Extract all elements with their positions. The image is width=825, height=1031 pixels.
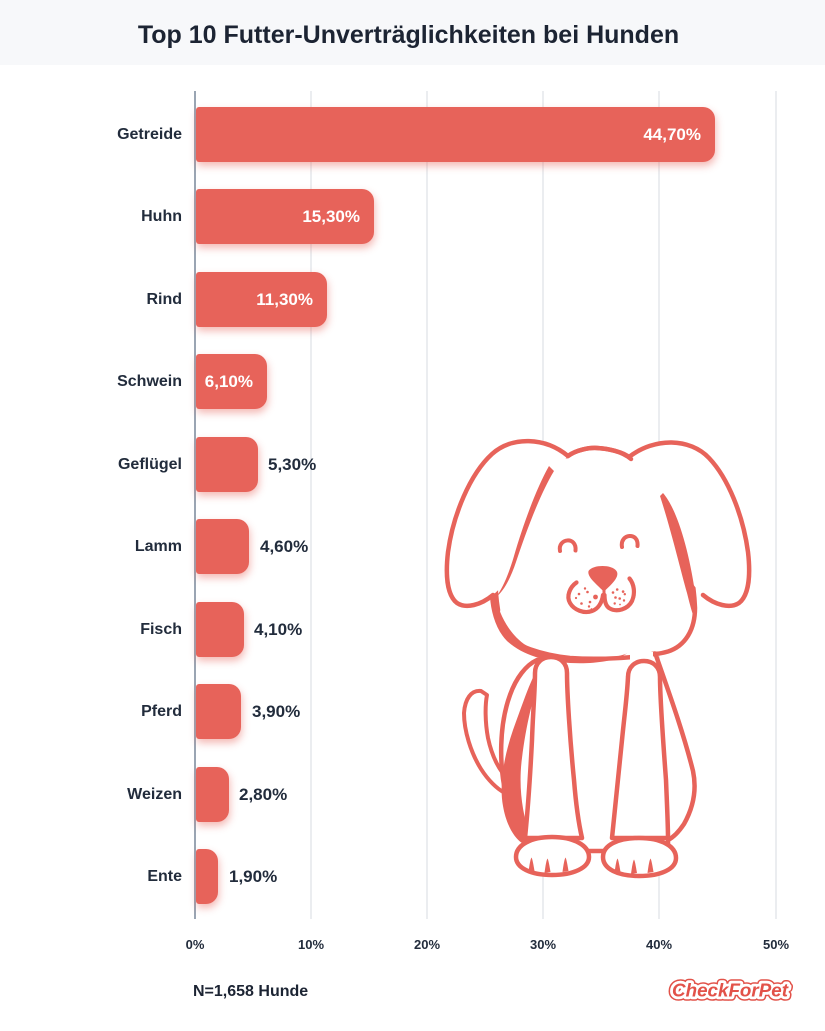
svg-text:CheckForPet: CheckForPet bbox=[672, 980, 789, 1001]
svg-text:CheckForPet: CheckForPet bbox=[672, 980, 789, 1001]
svg-text:CheckForPet: CheckForPet bbox=[672, 980, 789, 1001]
